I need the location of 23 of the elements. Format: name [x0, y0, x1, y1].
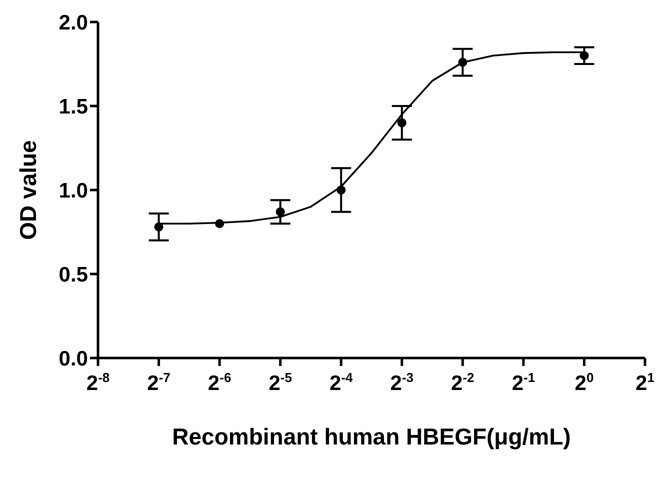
- x-tick-label: 2$^{-2}$: [451, 370, 474, 395]
- point: [458, 58, 468, 67]
- x-tick-label: 2$^{1}$: [636, 370, 654, 395]
- x-axis-title: Recombinant human HBEGF(μg/mL): [172, 423, 571, 450]
- point: [336, 185, 346, 195]
- x-tick-label: 2$^{-4}$: [329, 370, 354, 395]
- point: [397, 118, 406, 128]
- y-tick-label: 0.0: [58, 347, 88, 370]
- x-tick-label: 2$^{-8}$: [86, 370, 110, 395]
- x-tick-label: 2$^{-1}$: [512, 370, 536, 395]
- point: [154, 222, 164, 232]
- y-axis-title: OD value: [15, 140, 42, 240]
- y-tick-label: 1.5: [58, 95, 88, 118]
- x-tick-label: 2$^{-6}$: [208, 370, 232, 395]
- x-tick-label: 2$^{-5}$: [268, 370, 292, 395]
- y-tick-label: 1.0: [58, 179, 88, 202]
- point: [276, 207, 285, 216]
- y-tick-label: 0.5: [58, 263, 88, 286]
- y-tick-label: 2.0: [58, 11, 88, 34]
- x-tick-label: 2$^{-3}$: [390, 370, 414, 395]
- x-tick-label: 2$^{-7}$: [147, 370, 170, 395]
- point: [215, 219, 224, 228]
- x-tick-label: 2$^{0}$: [574, 370, 594, 395]
